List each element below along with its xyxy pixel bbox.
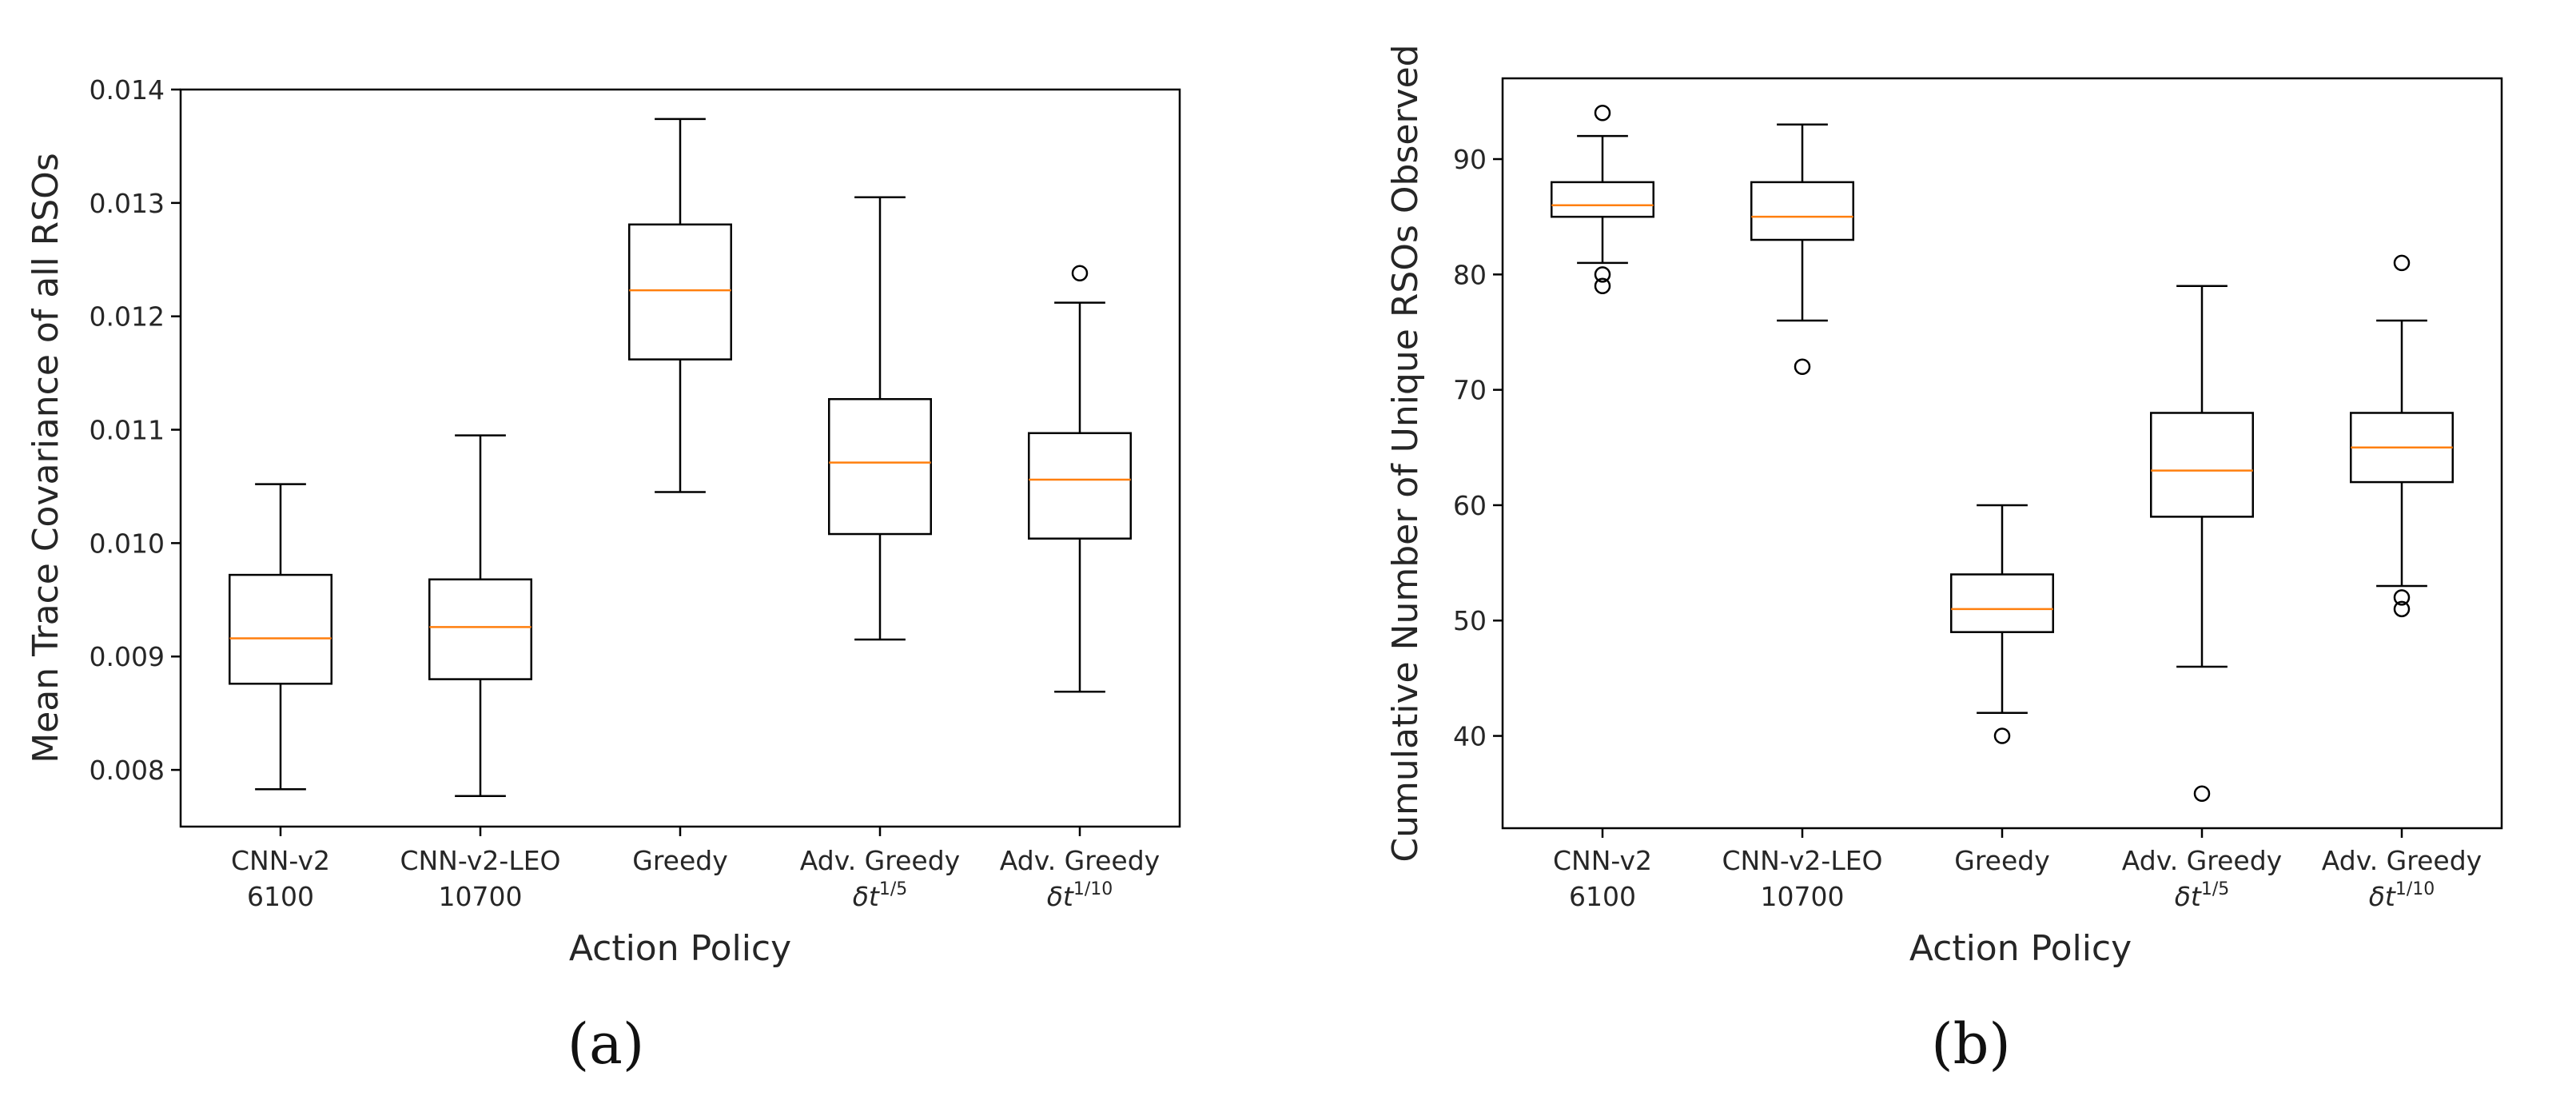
panel-a-x-tick-sublabel: δt1/10 (1047, 879, 1113, 912)
box-iqr (1950, 573, 2054, 633)
panel-b-y-tick-label: 80 (1453, 259, 1487, 290)
outlier-point (2393, 600, 2411, 618)
box-iqr (1750, 181, 1854, 241)
box-iqr (1551, 181, 1654, 218)
panel-a-y-tick-label: 0.011 (90, 415, 165, 446)
panel-a-box-2 (428, 434, 532, 797)
panel-a-x-tick-sublabel: δt1/5 (853, 879, 908, 912)
panel-b-marks (1551, 105, 2454, 802)
panel-b-box-1 (1551, 105, 1654, 295)
outlier-point (1993, 727, 2011, 744)
panel-a-y-axis-title: Mean Trace Covariance of all RSOs (26, 153, 66, 763)
outlier-point (1794, 358, 1811, 376)
panel-b-x-tick-sublabel: δt1/5 (2175, 879, 2230, 912)
panel-a-y-tick-label: 0.014 (90, 74, 165, 106)
outlier-point (2393, 589, 2411, 606)
box-iqr (2150, 412, 2254, 518)
outlier-point (2393, 254, 2411, 272)
panel-a-box-4 (828, 196, 932, 641)
panel-a-y-tick-label: 0.012 (90, 301, 165, 333)
panel-b-x-tick-label: Adv. Greedy (2322, 845, 2482, 876)
panel-a-box-5 (1028, 265, 1132, 693)
outlier-point (1071, 265, 1089, 282)
panel-a-box-1 (229, 483, 332, 791)
panel-b-box-3 (1950, 504, 2054, 744)
outlier-point (1594, 105, 1611, 122)
panel-a-x-tick-label: CNN-v2-LEO (400, 845, 560, 876)
panel-a-y-tick-label: 0.008 (90, 755, 165, 786)
panel-b-x-tick-label: Greedy (1954, 845, 2050, 876)
panel-a-y-axis: 0.008 0.009 0.010 0.011 0.012 0.013 0.014 (90, 74, 181, 786)
panel-b-x-tick-label: CNN-v2 (1553, 845, 1652, 876)
panel-b-x-tick-sublabel: δt1/10 (2369, 879, 2435, 912)
panel-a-label: (a) (567, 1011, 644, 1077)
panel-b-y-tick-label: 50 (1453, 605, 1487, 636)
panel-b-label: (b) (1931, 1011, 2010, 1077)
panel-b-x-tick-label: CNN-v2-LEO (1722, 845, 1882, 876)
box-iqr (828, 397, 932, 536)
panel-b-x-tick-sublabel: 6100 (1569, 881, 1636, 912)
panel-b-y-tick-label: 40 (1453, 721, 1487, 752)
box-iqr (628, 223, 732, 361)
outlier-point (2193, 785, 2211, 802)
panel-b-y-tick-label: 70 (1453, 375, 1487, 406)
panel-b-x-axis: CNN-v2 6100 CNN-v2-LEO 10700 Greedy Adv. Gree… (1553, 828, 2482, 912)
panel-a-x-axis: CNN-v2 6100 CNN-v2-LEO 10700 Greedy Adv. Gree… (231, 827, 1160, 912)
panel-b-y-axis-title: Cumulative Number of Unique RSOs Observe… (1385, 44, 1426, 862)
panel-a-x-tick-sublabel: 10700 (439, 881, 523, 912)
panel-a-box-3 (628, 118, 732, 493)
panel-a-x-tick-label: Adv. Greedy (1000, 845, 1160, 876)
panel-a-marks (229, 118, 1132, 797)
panel-a-y-tick-label: 0.010 (90, 528, 165, 559)
panel-a-chart: 0.008 0.009 0.010 0.011 0.012 0.013 0.014 CNN-… (26, 74, 1181, 1077)
panel-b-x-tick-label: Adv. Greedy (2122, 845, 2282, 876)
panel-b-box-4 (2150, 285, 2254, 802)
panel-b-box-5 (2350, 254, 2454, 618)
panel-a-x-axis-title: Action Policy (569, 928, 791, 969)
panel-a-y-tick-label: 0.009 (90, 641, 165, 672)
panel-b-y-tick-label: 60 (1453, 490, 1487, 521)
panel-a-x-tick-label: CNN-v2 (231, 845, 330, 876)
panel-b-chart: 40 50 60 70 80 90 CNN-v2 6100 CNN-v2-LEO 10700 Gr… (1385, 44, 2503, 1077)
box-iqr (229, 573, 332, 685)
panel-a-y-tick-label: 0.013 (90, 188, 165, 219)
box-iqr (1028, 432, 1132, 540)
outlier-point (1594, 277, 1611, 295)
panel-b-x-axis-title: Action Policy (1909, 928, 2132, 969)
panel-b-box-2 (1750, 123, 1854, 376)
panel-a-x-tick-label: Adv. Greedy (800, 845, 960, 876)
panel-b-y-tick-label: 90 (1453, 144, 1487, 175)
box-iqr (428, 578, 532, 680)
panel-a-x-tick-sublabel: 6100 (247, 881, 314, 912)
panel-b-x-tick-sublabel: 10700 (1761, 881, 1845, 912)
panel-b-y-axis: 40 50 60 70 80 90 (1453, 144, 1503, 752)
outlier-point (1594, 266, 1611, 283)
panel-a-x-tick-label: Greedy (632, 845, 728, 876)
